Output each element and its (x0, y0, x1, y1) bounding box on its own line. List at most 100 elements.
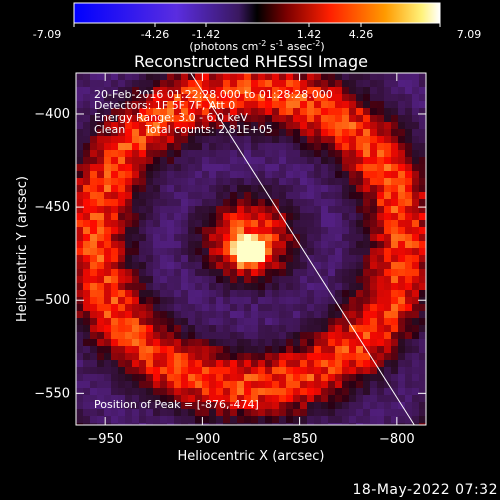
heatmap-cell (90, 248, 97, 255)
heatmap-cell (230, 234, 237, 241)
heatmap-cell (321, 199, 328, 206)
heatmap-cell (167, 220, 174, 227)
heatmap-image (76, 73, 426, 425)
heatmap-cell (342, 297, 349, 304)
heatmap-cell (258, 367, 265, 374)
heatmap-cell (419, 388, 426, 395)
heatmap-cell (293, 339, 300, 346)
heatmap-cell (97, 73, 104, 80)
heatmap-cell (216, 101, 223, 108)
heatmap-cell (146, 325, 153, 332)
heatmap-cell (279, 325, 286, 332)
heatmap-cell (328, 290, 335, 297)
heatmap-cell (111, 206, 118, 213)
heatmap-cell (118, 143, 125, 150)
heatmap-cell (293, 402, 300, 409)
heatmap-cell (391, 108, 398, 115)
heatmap-cell (223, 255, 230, 262)
heatmap-cell (391, 395, 398, 402)
heatmap-cell (125, 367, 132, 374)
heatmap-cell (300, 108, 307, 115)
heatmap-cell (286, 108, 293, 115)
heatmap-cell (328, 367, 335, 374)
heatmap-cell (125, 136, 132, 143)
heatmap-cell (307, 136, 314, 143)
heatmap-cell (419, 360, 426, 367)
heatmap-cell (160, 164, 167, 171)
heatmap-cell (223, 360, 230, 367)
heatmap-cell (314, 367, 321, 374)
heatmap-cell (174, 290, 181, 297)
heatmap-cell (307, 416, 314, 423)
heatmap-cell (279, 339, 286, 346)
heatmap-cell (153, 241, 160, 248)
heatmap-cell (132, 395, 139, 402)
heatmap-cell (97, 269, 104, 276)
heatmap-cell (356, 192, 363, 199)
heatmap-cell (146, 353, 153, 360)
heatmap-cell (146, 73, 153, 80)
heatmap-cell (272, 248, 279, 255)
heatmap-cell (328, 381, 335, 388)
heatmap-cell (265, 213, 272, 220)
heatmap-cell (419, 416, 426, 423)
heatmap-cell (419, 304, 426, 311)
heatmap-cell (377, 290, 384, 297)
heatmap-cell (146, 395, 153, 402)
heatmap-cell (321, 213, 328, 220)
heatmap-cell (153, 87, 160, 94)
heatmap-cell (237, 206, 244, 213)
heatmap-cell (202, 416, 209, 423)
heatmap-cell (391, 80, 398, 87)
heatmap-cell (83, 129, 90, 136)
heatmap-cell (328, 87, 335, 94)
heatmap-cell (111, 185, 118, 192)
heatmap-cell (195, 87, 202, 94)
heatmap-cell (76, 290, 83, 297)
heatmap-cell (279, 283, 286, 290)
heatmap-cell (363, 311, 370, 318)
heatmap-cell (76, 374, 83, 381)
heatmap-cell (419, 332, 426, 339)
heatmap-cell (188, 304, 195, 311)
heatmap-cell (153, 220, 160, 227)
heatmap-cell (307, 325, 314, 332)
heatmap-cell (314, 122, 321, 129)
heatmap-cell (139, 353, 146, 360)
heatmap-cell (125, 276, 132, 283)
heatmap-cell (209, 416, 216, 423)
heatmap-cell (363, 353, 370, 360)
heatmap-cell (370, 381, 377, 388)
heatmap-cell (286, 213, 293, 220)
heatmap-cell (300, 234, 307, 241)
heatmap-cell (335, 269, 342, 276)
heatmap-cell (356, 171, 363, 178)
heatmap-cell (118, 122, 125, 129)
heatmap-cell (398, 367, 405, 374)
heatmap-cell (272, 234, 279, 241)
heatmap-cell (293, 157, 300, 164)
heatmap-cell (363, 325, 370, 332)
heatmap-cell (90, 73, 97, 80)
heatmap-cell (272, 227, 279, 234)
heatmap-cell (377, 402, 384, 409)
heatmap-cell (244, 87, 251, 94)
heatmap-cell (265, 80, 272, 87)
heatmap-cell (139, 367, 146, 374)
heatmap-cell (251, 87, 258, 94)
heatmap-cell (314, 129, 321, 136)
heatmap-cell (230, 416, 237, 423)
heatmap-cell (202, 367, 209, 374)
heatmap-cell (384, 101, 391, 108)
heatmap-cell (111, 122, 118, 129)
heatmap-cell (237, 318, 244, 325)
heatmap-cell (139, 80, 146, 87)
heatmap-cell (279, 80, 286, 87)
heatmap-cell (286, 129, 293, 136)
heatmap-cell (398, 192, 405, 199)
heatmap-cell (104, 388, 111, 395)
heatmap-cell (83, 164, 90, 171)
heatmap-cell (258, 220, 265, 227)
heatmap-cell (132, 164, 139, 171)
heatmap-cell (279, 73, 286, 80)
